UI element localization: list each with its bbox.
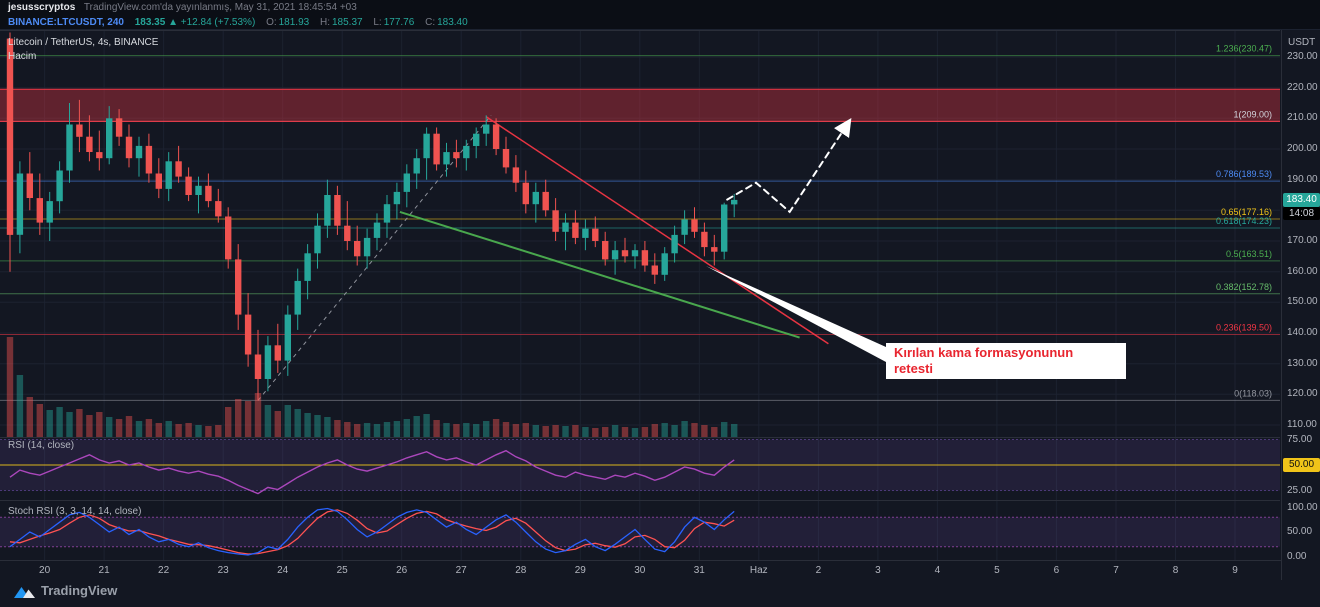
high-label: H: bbox=[320, 17, 330, 28]
rsi-indicator-label[interactable]: RSI (14, close) bbox=[8, 440, 75, 451]
price-tick: 110.00 bbox=[1287, 419, 1317, 430]
open-value: 181.93 bbox=[278, 17, 310, 28]
time-tick: 7 bbox=[1113, 565, 1119, 576]
chart-legend-volume[interactable]: Hacim bbox=[8, 51, 37, 62]
price-tick: 170.00 bbox=[1287, 235, 1318, 246]
price-tick: 120.00 bbox=[1287, 388, 1318, 400]
time-tick: 31 bbox=[693, 565, 705, 576]
symbol-info-bar: BINANCE:LTCUSDT, 240 183.35 ▲ +12.84 (+7… bbox=[0, 15, 1320, 30]
time-tick: 25 bbox=[336, 565, 348, 576]
time-tick: 29 bbox=[574, 565, 586, 576]
low-label: L: bbox=[373, 17, 382, 28]
price-axis[interactable]: USDT 183.40 14:08 50.00 230.00 220.00 210.… bbox=[1281, 30, 1320, 580]
annotation-line2: retesti bbox=[894, 361, 934, 376]
published-info: TradingView.com'da yayınlanmış, May 31, … bbox=[83, 2, 357, 13]
last-price-badge: 183.40 bbox=[1283, 193, 1320, 207]
price-tick: 130.00 bbox=[1287, 357, 1318, 369]
stoch-tick: 100.00 bbox=[1287, 501, 1318, 513]
time-tick: 2 bbox=[815, 565, 822, 576]
chart-legend-symbol[interactable]: Litecoin / TetherUS, 4s, BINANCE bbox=[8, 37, 159, 48]
bar-countdown-badge: 14:08 bbox=[1283, 207, 1320, 220]
price-tick: 220.00 bbox=[1287, 81, 1318, 93]
high-value: 185.37 bbox=[332, 17, 363, 28]
svg-text:0.236(139.50): 0.236(139.50) bbox=[1216, 323, 1272, 333]
price-tick: 190.00 bbox=[1287, 173, 1318, 185]
chart-annotation-callout[interactable]: Kırılan kama formasyonunun retesti bbox=[886, 343, 1126, 379]
tradingview-logo[interactable]: TradingView bbox=[14, 583, 117, 598]
rsi-tick: 25.00 bbox=[1287, 484, 1313, 496]
time-tick: 24 bbox=[277, 565, 289, 576]
time-axis[interactable]: 20 21 22 23 24 25 26 27 28 29 30 31 Haz 2 3 4 5 6 7 8 9 bbox=[0, 560, 1281, 580]
axis-currency-label: USDT bbox=[1288, 37, 1316, 48]
low-value: 177.76 bbox=[383, 17, 415, 28]
time-tick: 3 bbox=[875, 565, 881, 576]
time-tick: 23 bbox=[217, 565, 229, 576]
svg-text:1.236(230.47): 1.236(230.47) bbox=[1216, 44, 1272, 54]
close-value: 183.40 bbox=[437, 17, 468, 28]
price-change: +12.84 (+7.53%) bbox=[180, 17, 256, 28]
time-tick: 30 bbox=[634, 565, 646, 576]
time-tick: 27 bbox=[455, 565, 467, 576]
svg-text:0.382(152.78): 0.382(152.78) bbox=[1216, 282, 1272, 292]
time-tick: 20 bbox=[39, 565, 51, 576]
last-price-value: 183.35 bbox=[134, 17, 166, 28]
stoch-tick: 50.00 bbox=[1287, 526, 1313, 537]
time-tick: 4 bbox=[934, 565, 941, 576]
svg-text:0.786(189.53): 0.786(189.53) bbox=[1216, 169, 1272, 179]
change-arrow-icon: ▲ bbox=[168, 17, 178, 28]
svg-text:0.5(163.51): 0.5(163.51) bbox=[1226, 249, 1272, 259]
svg-text:0.65(177.16): 0.65(177.16) bbox=[1221, 207, 1272, 217]
svg-text:1(209.00): 1(209.00) bbox=[1233, 109, 1272, 119]
time-tick: 21 bbox=[98, 565, 110, 576]
rsi-level-badge: 50.00 bbox=[1283, 458, 1320, 472]
svg-text:0(118.03): 0(118.03) bbox=[1234, 388, 1272, 398]
author-name[interactable]: jesusscryptos bbox=[8, 2, 76, 13]
tradingview-logo-icon bbox=[14, 586, 35, 598]
time-tick: 8 bbox=[1172, 565, 1179, 576]
time-tick: 9 bbox=[1232, 565, 1238, 576]
price-tick: 230.00 bbox=[1287, 51, 1318, 62]
time-tick: 6 bbox=[1053, 565, 1060, 576]
time-tick: Haz bbox=[749, 565, 768, 576]
time-tick: 22 bbox=[158, 565, 170, 576]
time-tick: 28 bbox=[515, 565, 527, 576]
rsi-tick: 75.00 bbox=[1287, 433, 1313, 445]
stoch-tick: 0.00 bbox=[1287, 550, 1307, 562]
stoch-rsi-indicator-label[interactable]: Stoch RSI (3, 3, 14, 14, close) bbox=[8, 506, 142, 517]
price-tick: 160.00 bbox=[1287, 265, 1318, 277]
open-label: O: bbox=[266, 17, 277, 28]
close-label: C: bbox=[425, 17, 436, 28]
price-tick: 200.00 bbox=[1287, 143, 1318, 154]
time-tick: 5 bbox=[994, 565, 1000, 576]
price-tick: 140.00 bbox=[1287, 327, 1318, 338]
svg-text:0.618(174.23): 0.618(174.23) bbox=[1216, 216, 1272, 226]
price-tick: 150.00 bbox=[1287, 296, 1318, 308]
tradingview-wordmark: TradingView bbox=[41, 583, 118, 598]
price-tick: 210.00 bbox=[1287, 112, 1318, 124]
attribution-bar: jesusscryptos TradingView.com'da yayınla… bbox=[0, 0, 1320, 15]
time-tick: 26 bbox=[396, 565, 408, 576]
annotation-line1: Kırılan kama formasyonunun bbox=[894, 345, 1074, 360]
symbol-name[interactable]: BINANCE:LTCUSDT, 240 bbox=[8, 17, 124, 28]
